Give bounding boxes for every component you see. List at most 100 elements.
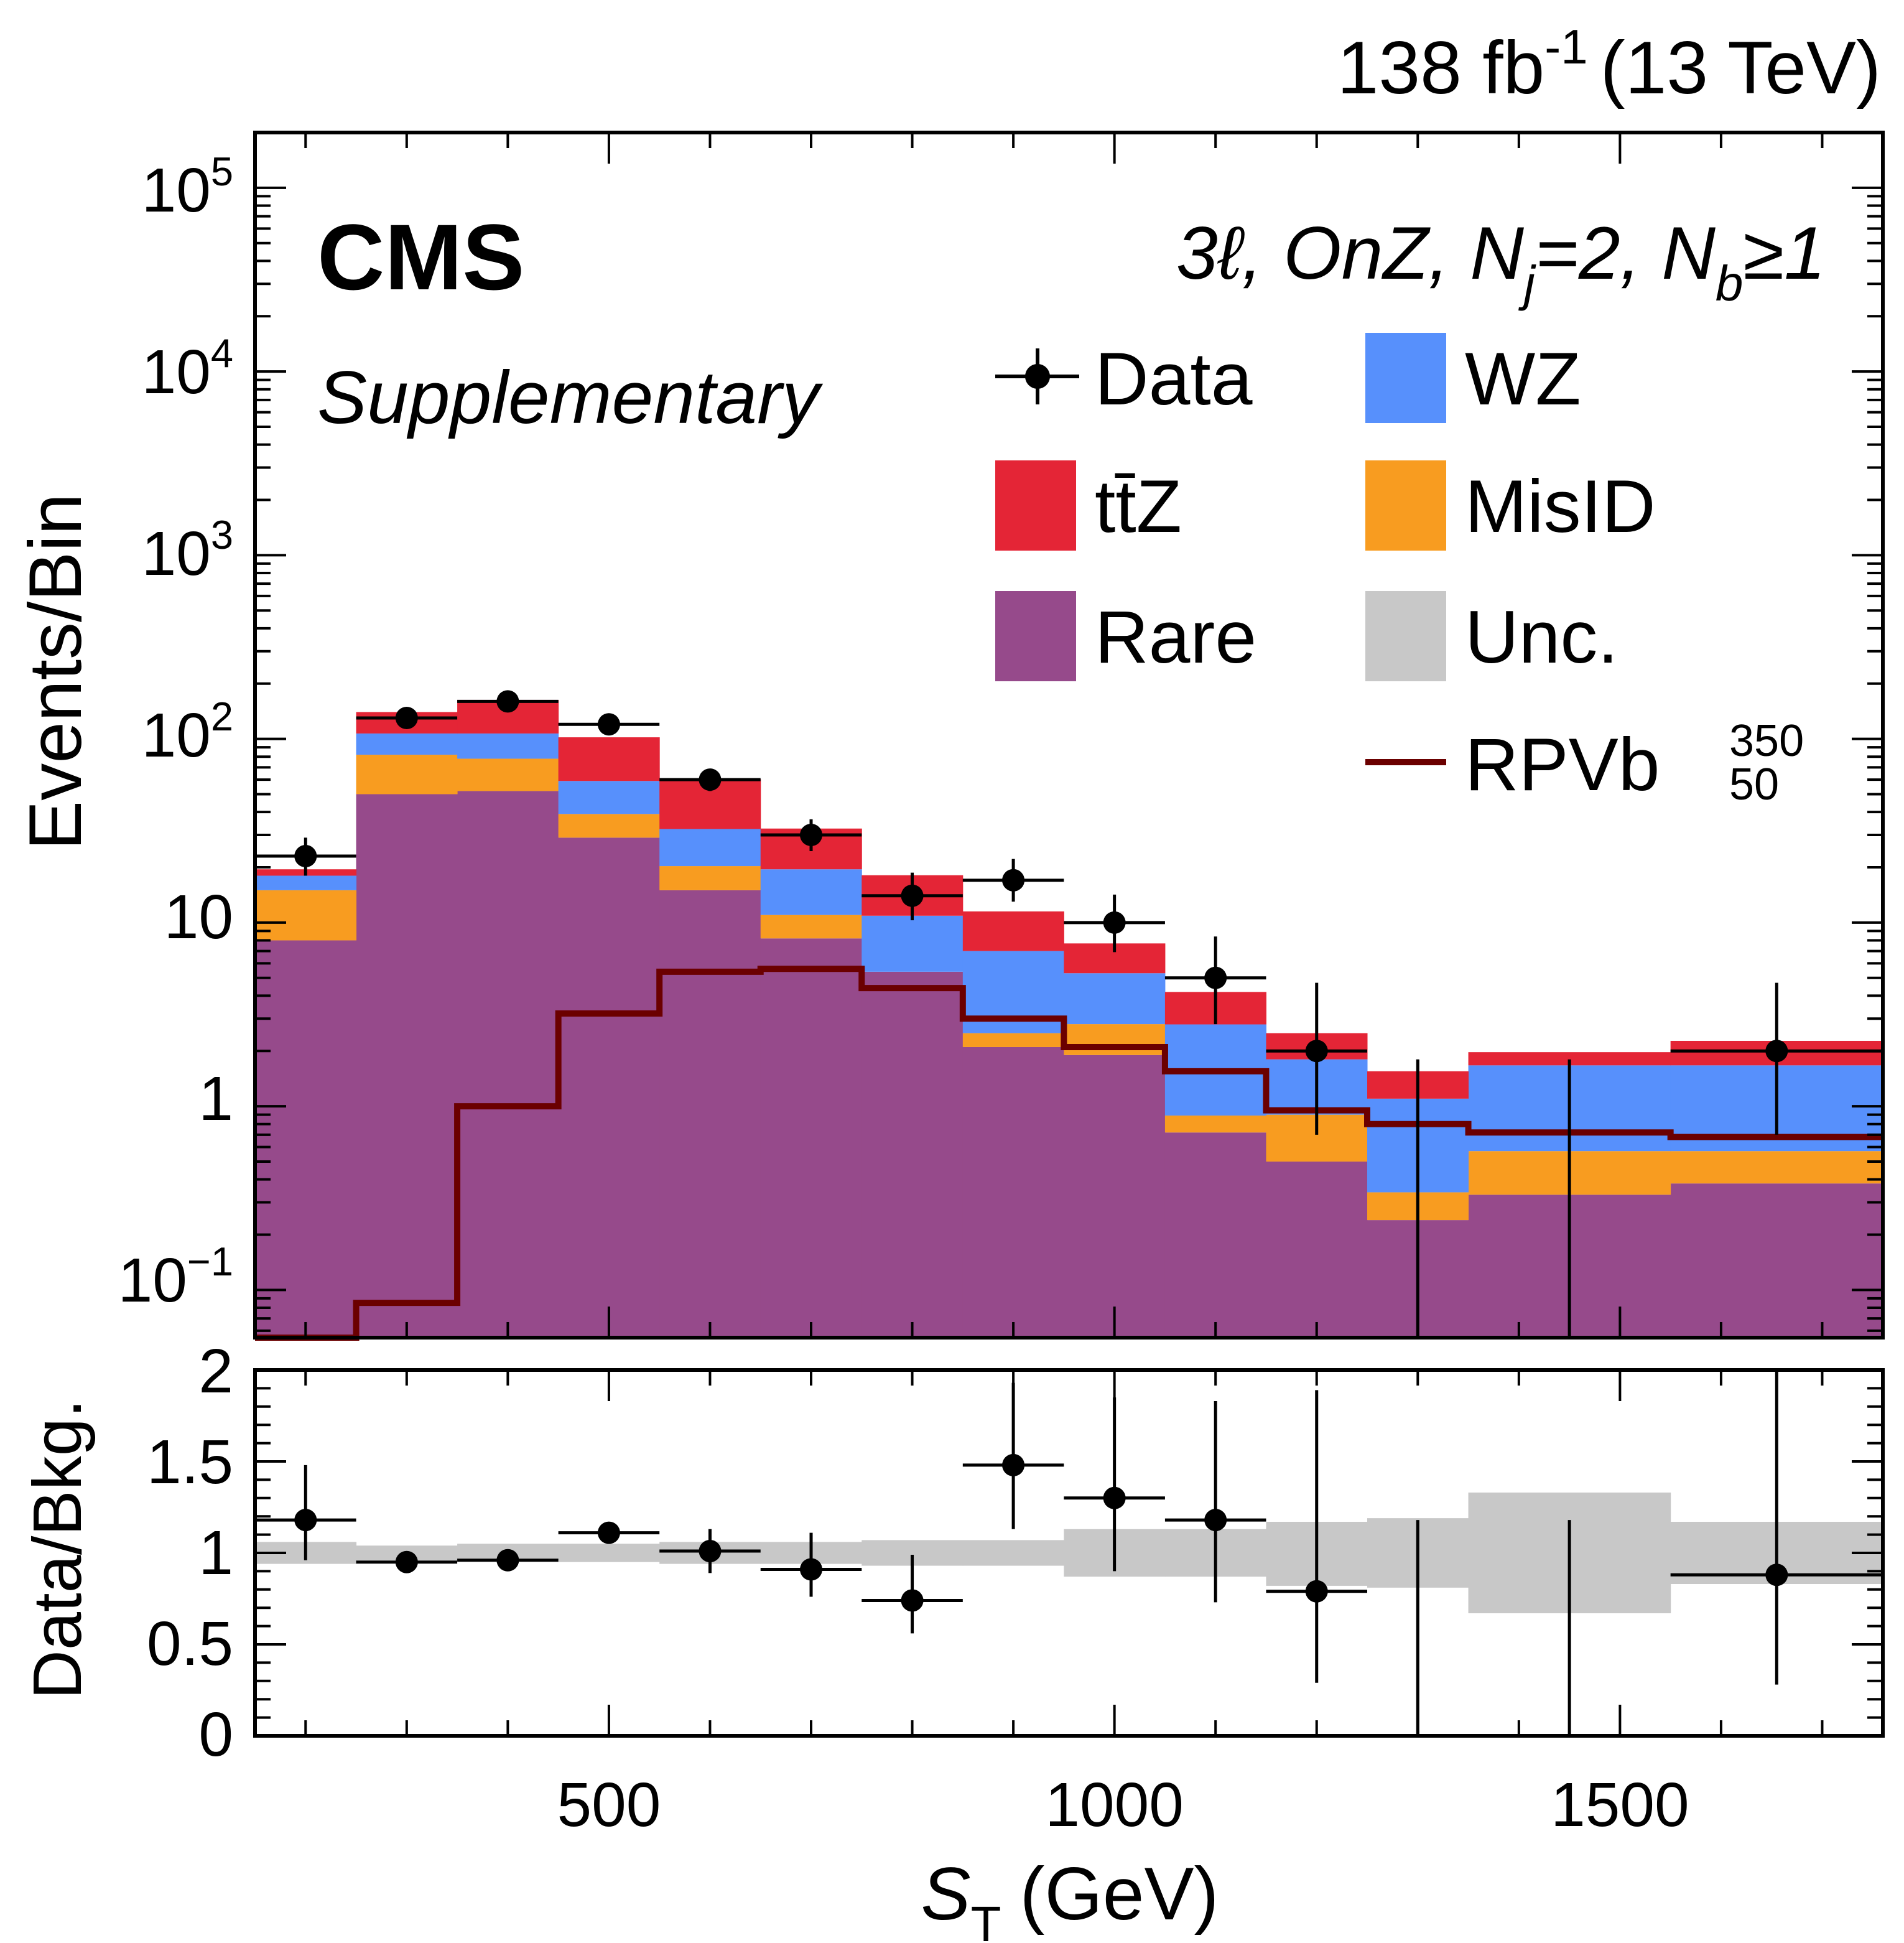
svg-text:Unc.: Unc. (1465, 595, 1618, 679)
y-tick-label: 1.5 (147, 1427, 233, 1497)
data-point (395, 706, 418, 729)
main-plot-frame (253, 131, 1885, 1340)
y-tick-label: 1 (198, 1064, 233, 1134)
stack-bar-rare (457, 791, 559, 1338)
x-tick-label: 500 (557, 1770, 661, 1840)
stack-bar-rare (558, 837, 660, 1338)
experiment-label: CMS (317, 205, 524, 309)
legend-entry-unc: Unc. (1365, 591, 1618, 681)
stack-bar-rare (1670, 1183, 1883, 1338)
data-point (1002, 869, 1025, 892)
ratio-point (699, 1540, 722, 1563)
data-point (294, 845, 317, 868)
data-point (1204, 966, 1227, 989)
data-point (800, 823, 823, 846)
stack-bar-ttz (558, 737, 660, 781)
ratio-point (800, 1558, 823, 1581)
svg-text:RPVb: RPVb (1465, 723, 1660, 806)
ratio-point (1765, 1563, 1788, 1587)
stack-bar-rare (255, 940, 357, 1338)
y-tick-label: 104 (142, 330, 233, 407)
uncertainty-band-ratio (255, 1492, 1883, 1614)
stack-bar-wz (1064, 973, 1166, 1025)
data-point (496, 690, 519, 713)
stack-bar-wz (861, 915, 964, 972)
legend-entry-misid: MisID (1365, 460, 1656, 551)
stack-bar-ttz (1468, 1052, 1671, 1066)
ratio-point (1103, 1486, 1126, 1509)
ratio-point (901, 1589, 924, 1612)
stack-bar-misid (1164, 1116, 1266, 1133)
stack-bar-rare (356, 794, 458, 1338)
svg-text:tt̄Z: tt̄Z (1095, 465, 1182, 548)
legend-entry-wz: WZ (1365, 333, 1581, 423)
data-marker-icon (1025, 364, 1050, 389)
stack-bar-rare (1164, 1132, 1266, 1338)
legend-entry-rare: Rare (995, 591, 1256, 681)
ratio-points (255, 1370, 1883, 1736)
y-tick-label: 105 (142, 149, 233, 225)
stack-bar-wz (558, 781, 660, 814)
svg-text:MisID: MisID (1465, 465, 1656, 548)
y-axis-title-main: Events/Bin (14, 493, 97, 850)
data-points (255, 690, 1883, 1338)
svg-text:Data: Data (1095, 337, 1253, 421)
stack-bar-rare (659, 890, 761, 1338)
data-point (699, 768, 722, 791)
stack-bar-misid (1670, 1151, 1883, 1184)
main-y-tick-labels: 10−1 1 10 102 103 104 105 (118, 149, 233, 1315)
stack-bar-misid (457, 758, 559, 791)
svg-text:WZ: WZ (1465, 337, 1581, 421)
y-tick-label: 102 (142, 694, 233, 770)
stack-bar-ttz (962, 911, 1064, 951)
stack-bar-misid (962, 1033, 1064, 1047)
stack-bar-wz (760, 869, 862, 915)
ratio-point (1305, 1580, 1328, 1603)
data-point (1103, 911, 1126, 934)
y-tick-label: 10−1 (118, 1239, 233, 1315)
y-tick-label: 1 (198, 1518, 233, 1588)
ratio-y-tick-labels: 0 0.5 1 1.5 2 (147, 1336, 233, 1769)
x-tick-labels: 500 1000 1500 (557, 1770, 1689, 1840)
y-axis-title-ratio: Data/Bkg. (19, 1399, 96, 1699)
y-tick-label: 0.5 (147, 1609, 233, 1679)
stack-bar-misid (760, 915, 862, 939)
legend-entry-signal: RPVb 350 50 (1365, 716, 1804, 809)
y-tick-label: 103 (142, 512, 233, 589)
stack-bar-wz (659, 829, 761, 867)
y-tick-label: 2 (198, 1336, 233, 1406)
stack-bar-rare (1266, 1161, 1368, 1338)
ratio-unc-bin (962, 1540, 1064, 1566)
x-tick-label: 1500 (1551, 1770, 1689, 1840)
ratio-point (597, 1521, 620, 1544)
legend-entry-ttz: tt̄Z (995, 460, 1182, 551)
region-label: 3ℓ, OnZ, Nj=2, Nb≥1 (1176, 212, 1826, 311)
stack-bar-misid (659, 866, 761, 890)
stack-bar-rare (962, 1046, 1064, 1338)
ratio-point (1204, 1509, 1227, 1532)
ratio-point (294, 1509, 317, 1532)
ratio-point (1002, 1453, 1025, 1476)
x-axis-title: ST (GeV) (921, 1852, 1219, 1943)
lumi-label: 138 fb-1 (13 TeV) (1337, 19, 1881, 109)
supplementary-label: Supplementary (317, 356, 824, 439)
data-point (1765, 1040, 1788, 1063)
data-point (1305, 1040, 1328, 1063)
x-tick-label: 1000 (1045, 1770, 1183, 1840)
stack-bar-misid (1064, 1024, 1166, 1055)
ratio-point (496, 1549, 519, 1572)
legend: Data WZ tt̄Z MisID Rare Unc. RPVb 350 50 (995, 333, 1804, 809)
stack-bar-misid (255, 890, 357, 941)
stack-bar-rare (1064, 1055, 1166, 1338)
stack-bar-wz (356, 733, 458, 755)
ratio-plot-frame (253, 1368, 1885, 1738)
data-point (901, 884, 924, 907)
y-tick-label: 0 (198, 1700, 233, 1769)
main-axis-ticks (255, 131, 1883, 1338)
stack-bar-wz (255, 875, 357, 890)
stack-bar-rare (760, 938, 862, 1338)
ratio-unc-bin (558, 1544, 660, 1562)
legend-entry-data: Data (995, 337, 1253, 421)
stack-bar-misid (356, 755, 458, 794)
